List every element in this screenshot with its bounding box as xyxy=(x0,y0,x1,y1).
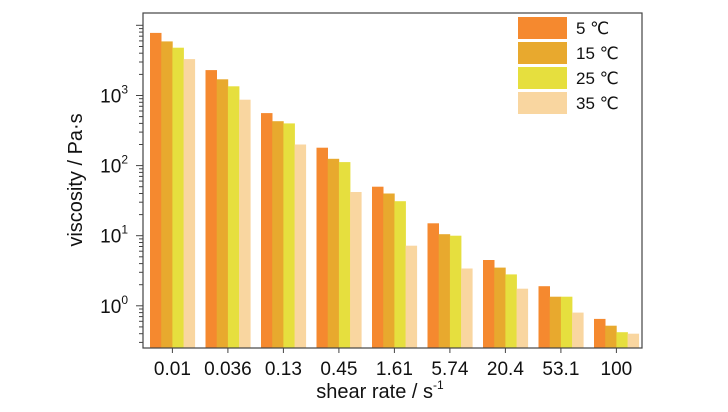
legend-label-3: 35 ℃ xyxy=(576,94,619,113)
bar-1.61-series-2 xyxy=(394,201,406,348)
bar-0.036-series-0 xyxy=(205,70,217,348)
bar-20.4-series-2 xyxy=(505,274,517,348)
bar-20.4-series-1 xyxy=(494,267,506,348)
bar-100-series-3 xyxy=(627,333,640,348)
bar-20.4-series-0 xyxy=(483,260,495,348)
bar-53.1-series-0 xyxy=(538,286,550,348)
bar-0.036-series-3 xyxy=(239,99,251,348)
legend-swatch-1 xyxy=(518,42,567,64)
x-tick-label: 1.61 xyxy=(376,359,413,380)
bar-1.61-series-1 xyxy=(383,193,395,348)
bar-1.61-series-0 xyxy=(372,186,384,348)
x-ticks: 0.01 0.036 0.13 0.45 1.61 5.74 20.4 53.1 100 xyxy=(154,348,632,380)
plot-frame xyxy=(142,12,643,349)
x-tick-label: 100 xyxy=(601,359,633,380)
bar-0.036-series-1 xyxy=(216,79,229,349)
x-tick-label: 5.74 xyxy=(431,359,468,380)
bar-0.036-series-2 xyxy=(227,86,240,349)
bar-0.45-series-0 xyxy=(316,147,328,348)
legend-swatch-2 xyxy=(518,67,567,89)
bar-0.13-series-3 xyxy=(294,144,307,348)
x-tick-label: 0.45 xyxy=(320,359,357,380)
legend: 5 ℃ 15 ℃ 25 ℃ 35 ℃ xyxy=(518,17,619,114)
x-tick-label: 0.13 xyxy=(265,359,302,380)
bar-0.45-series-3 xyxy=(350,192,362,348)
bar-5.74-series-1 xyxy=(438,234,451,348)
axes-layer xyxy=(142,12,643,349)
x-axis-title: shear rate / s-1 xyxy=(316,378,444,403)
bar-5.74-series-3 xyxy=(461,268,473,348)
y-tick-label: 102 xyxy=(100,153,128,178)
bar-1.61-series-3 xyxy=(405,245,418,348)
x-tick-label: 0.036 xyxy=(204,359,252,380)
bar-0.13-series-1 xyxy=(272,121,284,348)
bar-0.01-series-2 xyxy=(172,47,184,348)
bar-53.1-series-1 xyxy=(549,296,562,348)
bar-5.74-series-2 xyxy=(449,235,462,348)
bar-0.01-series-1 xyxy=(161,41,173,349)
bar-20.4-series-3 xyxy=(516,288,529,348)
y-tick-label: 101 xyxy=(100,223,128,248)
y-ticks: 100 101 102 103 xyxy=(100,24,143,343)
x-tick-label: 0.01 xyxy=(154,359,191,380)
y-axis-title: viscosity / Pa·s xyxy=(65,113,87,246)
y-tick-label: 103 xyxy=(100,83,128,108)
legend-swatch-3 xyxy=(518,92,567,114)
bar-53.1-series-3 xyxy=(572,312,584,348)
bars-layer xyxy=(150,32,640,349)
bar-5.74-series-0 xyxy=(427,223,439,348)
bar-100-series-2 xyxy=(616,332,628,348)
legend-label-0: 5 ℃ xyxy=(576,19,609,38)
bar-0.01-series-0 xyxy=(150,32,162,349)
bar-0.13-series-0 xyxy=(261,113,273,348)
bar-0.45-series-1 xyxy=(327,158,340,348)
bar-0.13-series-2 xyxy=(283,123,295,349)
bar-0.45-series-2 xyxy=(338,162,351,348)
x-axis-title-superscript: -1 xyxy=(433,378,444,392)
bar-0.01-series-3 xyxy=(183,59,196,348)
bar-53.1-series-2 xyxy=(560,296,573,348)
legend-label-1: 15 ℃ xyxy=(576,44,619,63)
bar-100-series-0 xyxy=(594,318,606,348)
bar-100-series-1 xyxy=(605,325,617,348)
y-tick-label: 100 xyxy=(100,293,128,318)
x-tick-label: 53.1 xyxy=(542,359,579,380)
x-tick-label: 20.4 xyxy=(487,359,524,380)
legend-swatch-0 xyxy=(518,17,567,39)
legend-label-2: 25 ℃ xyxy=(576,69,619,88)
